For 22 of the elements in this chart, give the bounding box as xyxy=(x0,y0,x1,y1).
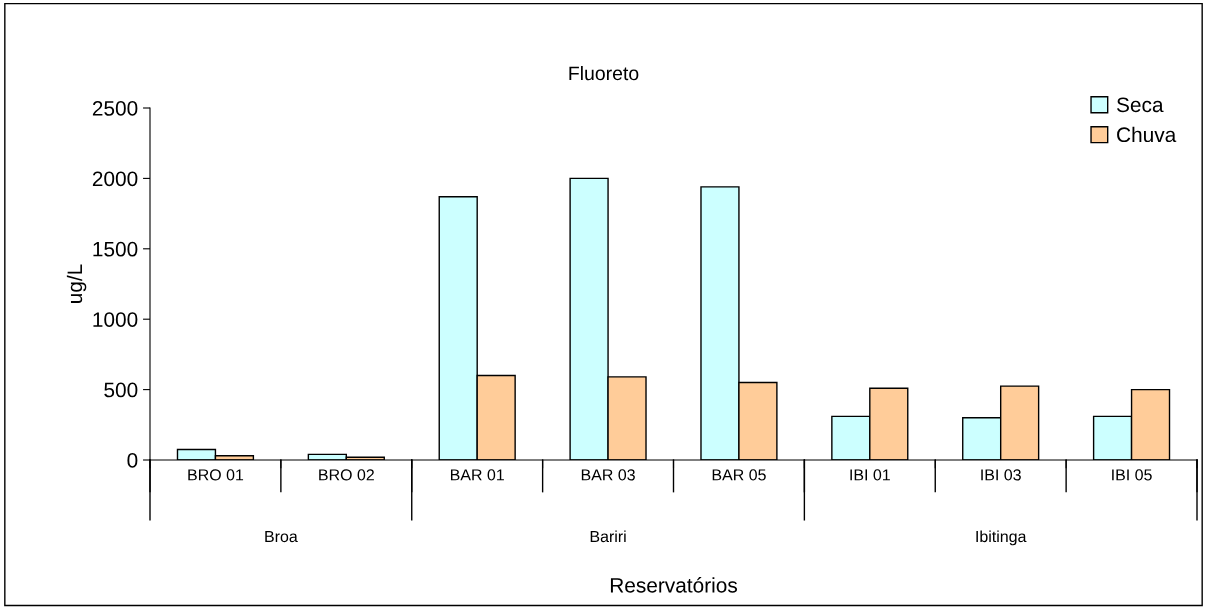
x-tick-label: BRO 02 xyxy=(319,469,374,481)
x-tick-label: IBI 03 xyxy=(981,469,1021,481)
x-tick-label: BAR 03 xyxy=(581,469,635,481)
y-tick-label: 1500 xyxy=(93,241,138,257)
y-tick-label: 2500 xyxy=(92,101,138,116)
y-tick-label: 0 xyxy=(127,453,138,468)
x-tick-label: BAR 01 xyxy=(450,469,504,481)
x-tick-label: BRO 01 xyxy=(188,469,244,481)
x-axis-title: Reservatórios xyxy=(610,577,738,593)
x-tick-label: IBI 05 xyxy=(1112,469,1152,481)
text: Broa xyxy=(265,530,298,543)
y-tick-label: 2000 xyxy=(92,171,138,187)
x-tick-label: IBI 01 xyxy=(850,469,890,481)
y-tick-label: 1000 xyxy=(93,312,138,327)
chart-title: Fluoreto xyxy=(569,65,639,81)
text: Bariri xyxy=(590,530,626,543)
text: Ibitinga xyxy=(976,530,1027,546)
x-tick-label: BAR 05 xyxy=(712,469,766,481)
y-axis-title: ug/L xyxy=(66,264,87,303)
y-tick-label: 500 xyxy=(104,382,138,398)
legend-label: Seca xyxy=(1116,97,1164,113)
legend-label: Chuva xyxy=(1117,126,1177,143)
